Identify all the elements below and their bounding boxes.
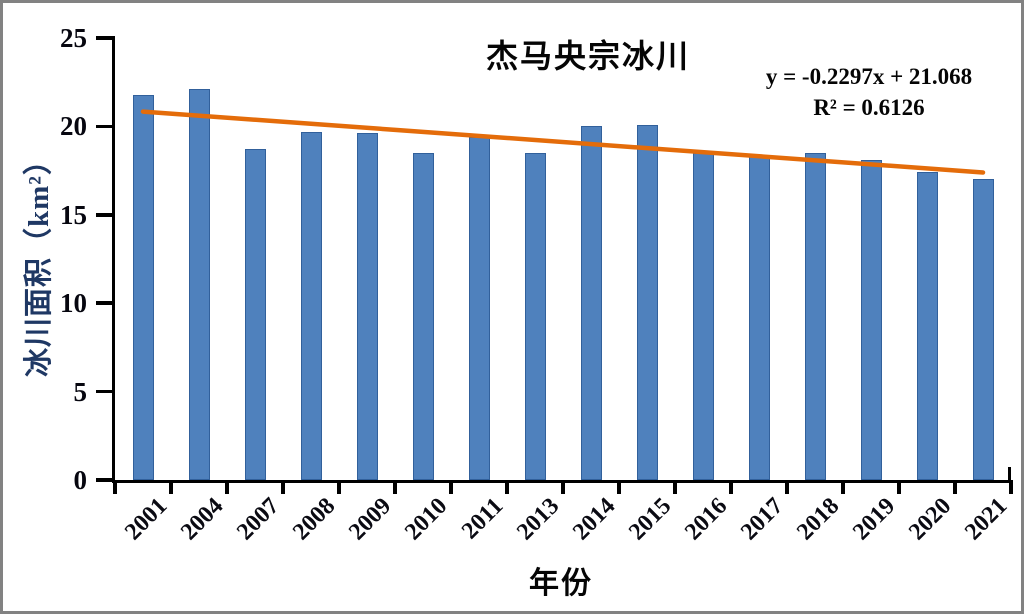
y-tick-label-25: 25 <box>60 23 87 53</box>
y-tick-label-10: 10 <box>60 288 87 319</box>
bar-2019 <box>860 159 882 480</box>
x-axis-tick <box>673 480 677 494</box>
x-axis-tick <box>729 480 733 494</box>
y-tick-label-5: 5 <box>73 376 88 407</box>
x-axis-end-cap <box>1007 467 1011 480</box>
y-axis-tick-0 <box>96 478 115 482</box>
bar-2017 <box>748 154 770 480</box>
chart-title: 杰马央宗冰川 <box>485 38 691 74</box>
y-axis-tick-15 <box>96 213 115 217</box>
bar-2004 <box>188 89 210 480</box>
bar-2018 <box>804 152 826 480</box>
bar-2016 <box>692 152 714 480</box>
plot-area: 0 5 10 15 20 25 2001 2004 2007 2008 2009 2010 2011 20… <box>60 23 1013 545</box>
x-tick-label-2008: 2008 <box>288 493 341 546</box>
x-axis-tick <box>169 480 173 494</box>
x-axis-tick <box>1009 480 1013 494</box>
y-axis-tick-5 <box>96 389 115 394</box>
y-tick-label-0: 0 <box>73 465 88 495</box>
bar-2008 <box>300 131 322 480</box>
x-tick-label-2010: 2010 <box>400 493 453 546</box>
x-axis-tick <box>225 480 229 494</box>
y-axis-tick-25 <box>96 36 115 40</box>
x-tick-label-2009: 2009 <box>344 493 397 546</box>
bar-2015 <box>636 124 658 480</box>
x-axis-tick <box>281 480 285 494</box>
y-axis-title: 冰川面积（km²） <box>23 145 55 377</box>
x-axis-tick <box>561 480 565 494</box>
x-axis-tick <box>785 480 789 494</box>
y-tick-label-15: 15 <box>60 199 87 230</box>
x-tick-label-2017: 2017 <box>736 493 789 546</box>
bar-2021 <box>972 179 994 480</box>
x-axis-tick <box>113 480 117 494</box>
bar-2014 <box>580 126 602 480</box>
bar-2007 <box>244 149 266 480</box>
x-tick-label-2007: 2007 <box>232 493 285 546</box>
x-axis-tick <box>505 480 509 494</box>
x-axis-tick <box>393 480 397 494</box>
x-tick-label-2014: 2014 <box>568 493 621 546</box>
trendline-equation: y = -0.2297x + 21.068 <box>765 64 973 89</box>
x-tick-label-2001: 2001 <box>120 493 173 546</box>
x-tick-label-2004: 2004 <box>176 493 229 546</box>
x-tick-label-2021: 2021 <box>960 493 1013 546</box>
y-axis-tick-10 <box>96 301 115 305</box>
x-tick-label-2015: 2015 <box>624 493 677 546</box>
x-tick-label-2013: 2013 <box>512 493 565 546</box>
bar-2011 <box>468 137 490 480</box>
y-axis-tick-20 <box>96 124 115 129</box>
x-axis-tick <box>617 480 621 494</box>
x-axis-tick <box>337 480 341 494</box>
x-axis-tick <box>953 480 957 494</box>
bar-2009 <box>356 133 378 480</box>
x-axis-title: 年份 <box>529 567 593 600</box>
bar-2013 <box>524 152 546 480</box>
x-tick-label-2016: 2016 <box>680 493 733 546</box>
x-tick-label-2019: 2019 <box>848 493 901 546</box>
x-axis-tick <box>897 480 901 494</box>
y-tick-label-20: 20 <box>60 111 87 142</box>
x-tick-label-2018: 2018 <box>792 493 845 546</box>
bar-2020 <box>916 172 938 480</box>
x-axis-tick <box>841 480 845 494</box>
x-tick-label-2011: 2011 <box>456 493 509 545</box>
bar-2001 <box>132 94 154 480</box>
x-axis-tick <box>449 480 453 494</box>
x-tick-label-2020: 2020 <box>904 493 957 546</box>
bar-2010 <box>412 152 434 480</box>
